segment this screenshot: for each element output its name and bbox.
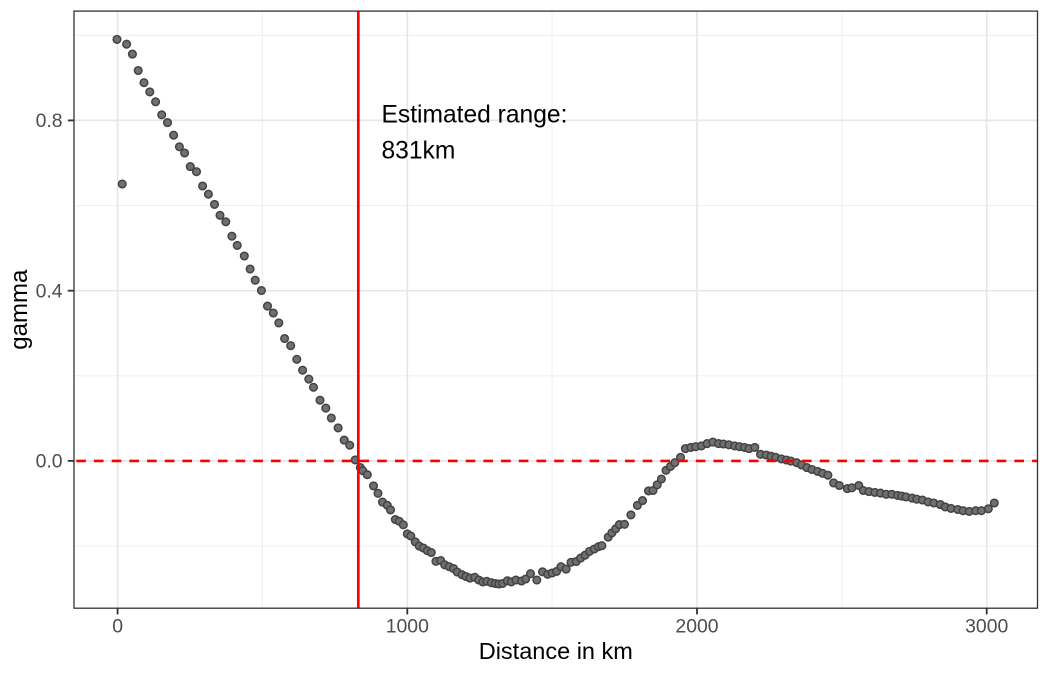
- svg-text:1000: 1000: [386, 616, 429, 638]
- svg-text:gamma: gamma: [6, 269, 33, 350]
- svg-text:Distance in km: Distance in km: [479, 638, 633, 664]
- svg-text:Estimated range:: Estimated range:: [382, 102, 568, 129]
- svg-text:2000: 2000: [675, 616, 718, 638]
- svg-text:0.8: 0.8: [36, 110, 63, 132]
- svg-text:0: 0: [112, 616, 123, 638]
- svg-text:0.4: 0.4: [36, 280, 63, 302]
- svg-text:0.0: 0.0: [36, 451, 63, 473]
- svg-text:831km: 831km: [382, 137, 456, 164]
- svg-text:3000: 3000: [965, 616, 1008, 638]
